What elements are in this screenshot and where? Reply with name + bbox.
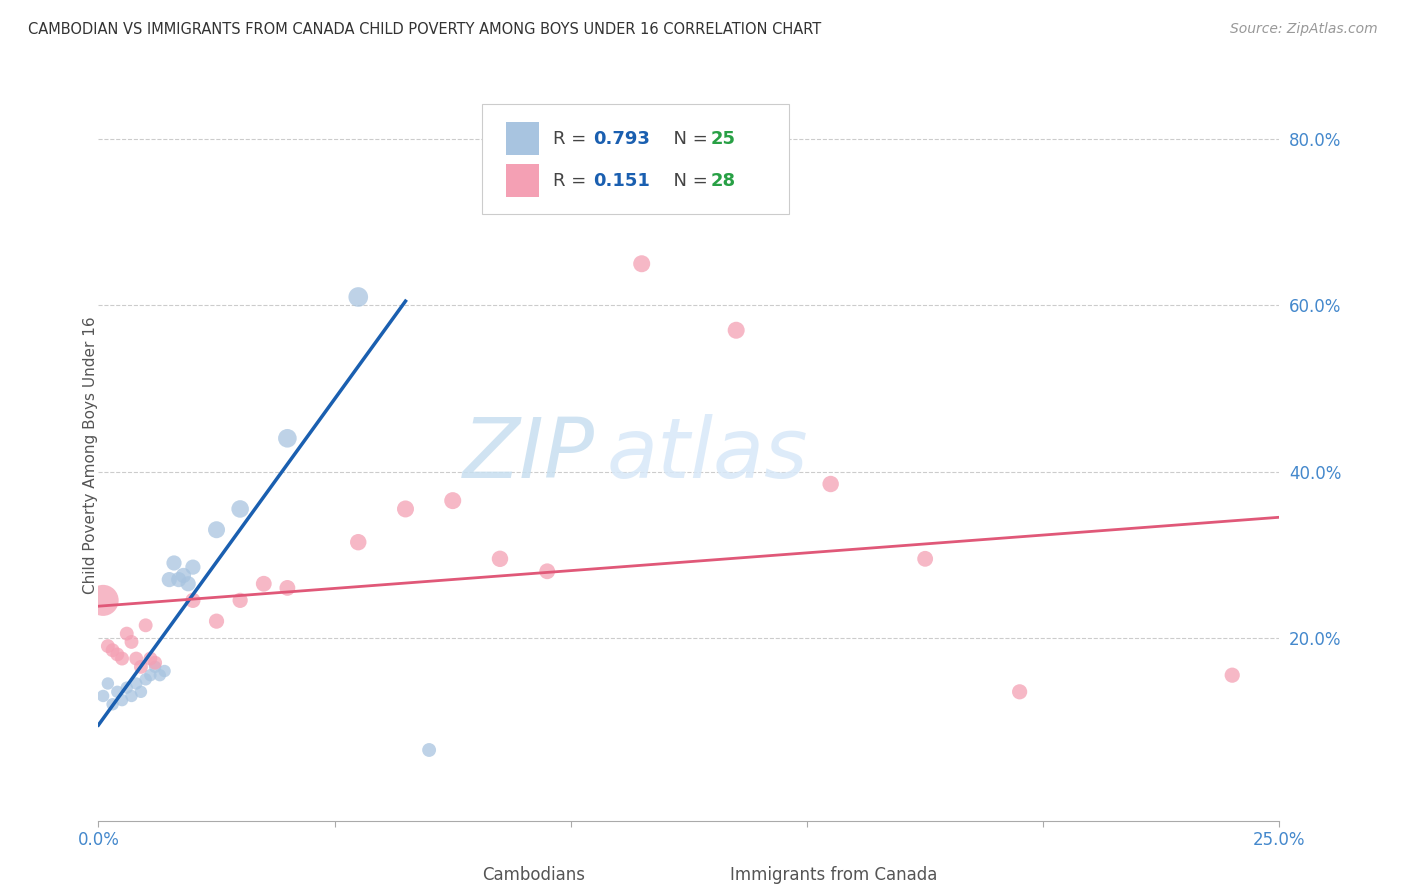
Text: N =: N = — [662, 171, 713, 190]
Point — [276, 581, 298, 595]
Point — [394, 502, 416, 516]
Point — [129, 685, 152, 699]
Point — [181, 560, 204, 574]
Point — [157, 573, 180, 587]
Point — [347, 535, 370, 549]
Point — [135, 618, 157, 632]
Point — [536, 564, 558, 578]
Point — [1008, 685, 1031, 699]
FancyBboxPatch shape — [447, 863, 472, 887]
Point — [105, 685, 128, 699]
Text: Cambodians: Cambodians — [482, 866, 585, 885]
Text: 28: 28 — [710, 171, 735, 190]
Point — [725, 323, 748, 337]
Text: 0.151: 0.151 — [593, 171, 650, 190]
Point — [125, 676, 148, 690]
FancyBboxPatch shape — [506, 164, 538, 197]
Point — [205, 614, 228, 628]
Text: Immigrants from Canada: Immigrants from Canada — [730, 866, 938, 885]
Text: R =: R = — [553, 171, 598, 190]
FancyBboxPatch shape — [506, 122, 538, 155]
Point — [97, 639, 120, 653]
Text: 0.793: 0.793 — [593, 130, 650, 148]
Point — [97, 676, 120, 690]
Point — [820, 477, 842, 491]
Text: Source: ZipAtlas.com: Source: ZipAtlas.com — [1230, 22, 1378, 37]
Text: 25: 25 — [710, 130, 735, 148]
Point — [139, 651, 162, 665]
Text: atlas: atlas — [606, 415, 808, 495]
Point — [111, 651, 134, 665]
Point — [129, 660, 152, 674]
Text: ZIP: ZIP — [463, 415, 595, 495]
Point — [177, 576, 200, 591]
Y-axis label: Child Poverty Among Boys Under 16: Child Poverty Among Boys Under 16 — [83, 316, 97, 594]
Text: CAMBODIAN VS IMMIGRANTS FROM CANADA CHILD POVERTY AMONG BOYS UNDER 16 CORRELATIO: CAMBODIAN VS IMMIGRANTS FROM CANADA CHIL… — [28, 22, 821, 37]
Point — [253, 576, 276, 591]
Point — [489, 551, 512, 566]
Point — [1220, 668, 1243, 682]
Point — [143, 660, 166, 674]
Point — [276, 431, 298, 445]
FancyBboxPatch shape — [695, 863, 721, 887]
Point — [418, 743, 440, 757]
Point — [115, 626, 138, 640]
Point — [111, 693, 134, 707]
Point — [91, 593, 114, 607]
Text: N =: N = — [662, 130, 713, 148]
Point — [205, 523, 228, 537]
Point — [181, 593, 204, 607]
Point — [101, 698, 124, 712]
Point — [347, 290, 370, 304]
Point — [105, 648, 128, 662]
Point — [149, 668, 172, 682]
FancyBboxPatch shape — [482, 103, 789, 213]
Point — [172, 568, 194, 582]
Point — [167, 573, 190, 587]
Point — [135, 673, 157, 687]
Point — [441, 493, 464, 508]
Point — [121, 689, 143, 703]
Point — [143, 656, 166, 670]
Point — [163, 556, 186, 570]
Text: R =: R = — [553, 130, 592, 148]
Point — [153, 664, 176, 678]
Point — [914, 551, 936, 566]
Point — [139, 668, 162, 682]
Point — [229, 593, 252, 607]
Point — [630, 257, 652, 271]
Point — [125, 651, 148, 665]
Point — [115, 681, 138, 695]
Point — [121, 635, 143, 649]
Point — [91, 689, 114, 703]
Point — [229, 502, 252, 516]
Point — [101, 643, 124, 657]
